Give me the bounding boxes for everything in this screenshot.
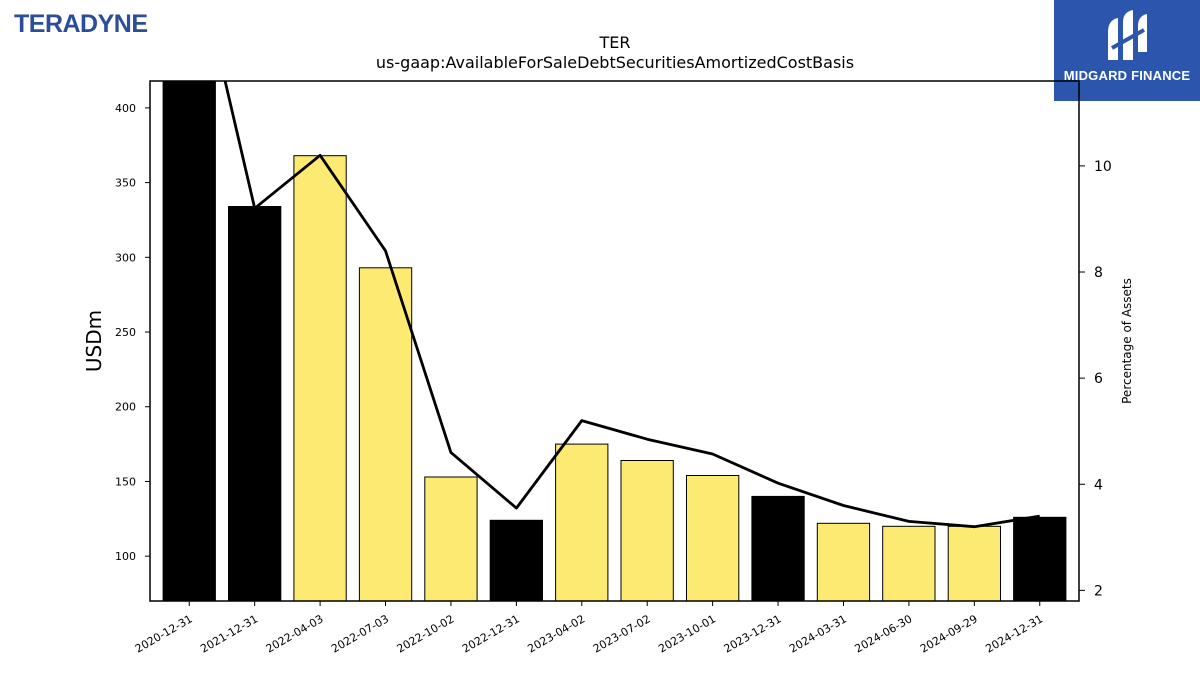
y-tick-label: 400: [115, 102, 136, 115]
y2-tick-label: 4: [1094, 477, 1103, 493]
chart-subtitle: us-gaap:AvailableForSaleDebtSecuritiesAm…: [376, 53, 854, 72]
bar-2021-12-31: [228, 206, 282, 601]
y2-axis-label: Percentage of Assets: [1120, 278, 1134, 404]
x-tick-label: 2024-12-31: [983, 612, 1045, 655]
company-logo: TERADYNE: [14, 10, 148, 38]
x-tick-label: 2022-12-31: [460, 612, 522, 655]
y-tick-label: 350: [115, 177, 136, 190]
plot-frame: [149, 80, 1080, 602]
x-tick-label: 2020-12-31: [133, 612, 195, 655]
chart-title: TER: [599, 33, 631, 52]
bar-2020-12-31: [162, 81, 216, 601]
x-tick-label: 2024-09-29: [918, 612, 980, 655]
y-tick-label: 150: [115, 475, 136, 488]
bar-2023-12-31: [751, 495, 805, 601]
percentage-of-assets-line: [223, 81, 1040, 529]
bar-2024-06-30: [882, 525, 936, 601]
bar-2022-04-03: [293, 155, 347, 601]
bar-2022-07-03: [358, 267, 413, 601]
y2-tick-label: 6: [1094, 371, 1103, 387]
y2-tick-label: 10: [1094, 159, 1112, 175]
x-tick-label: 2023-04-02: [525, 612, 587, 655]
bar-2022-12-31: [489, 519, 544, 601]
y-tick-label: 300: [115, 251, 136, 264]
y2-tick-label: 2: [1094, 583, 1103, 599]
publisher-name: MIDGARD FINANCE: [1063, 68, 1191, 83]
y-tick-label: 100: [115, 550, 136, 563]
bar-2024-09-29: [947, 525, 1002, 601]
x-tick-label: 2024-06-30: [853, 612, 915, 655]
x-tick-label: 2021-12-31: [198, 612, 260, 655]
x-tick-label: 2023-10-01: [656, 612, 718, 655]
bar-2024-03-31: [816, 522, 871, 601]
brand-badge: MIDGARD FINANCE: [1054, 0, 1200, 101]
x-tick-label: 2022-04-03: [264, 612, 326, 655]
x-tick-label: 2023-07-02: [591, 612, 653, 655]
x-tick-label: 2022-10-02: [395, 612, 457, 655]
bar-2023-04-02: [555, 443, 609, 601]
bar-2023-10-01: [686, 475, 740, 601]
bar-2024-12-31: [1013, 516, 1067, 601]
x-tick-label: 2022-07-03: [329, 612, 391, 655]
y-tick-label: 200: [115, 401, 136, 414]
y-axis-label: USDm: [82, 310, 106, 372]
x-tick-label: 2023-12-31: [722, 612, 784, 655]
x-tick-label: 2024-03-31: [787, 612, 849, 655]
bar-2023-07-02: [620, 460, 674, 601]
brand-logo-icon: [1108, 10, 1147, 60]
y2-tick-label: 8: [1094, 265, 1103, 281]
bar-2022-10-02: [424, 476, 478, 601]
y-tick-label: 250: [115, 326, 136, 339]
